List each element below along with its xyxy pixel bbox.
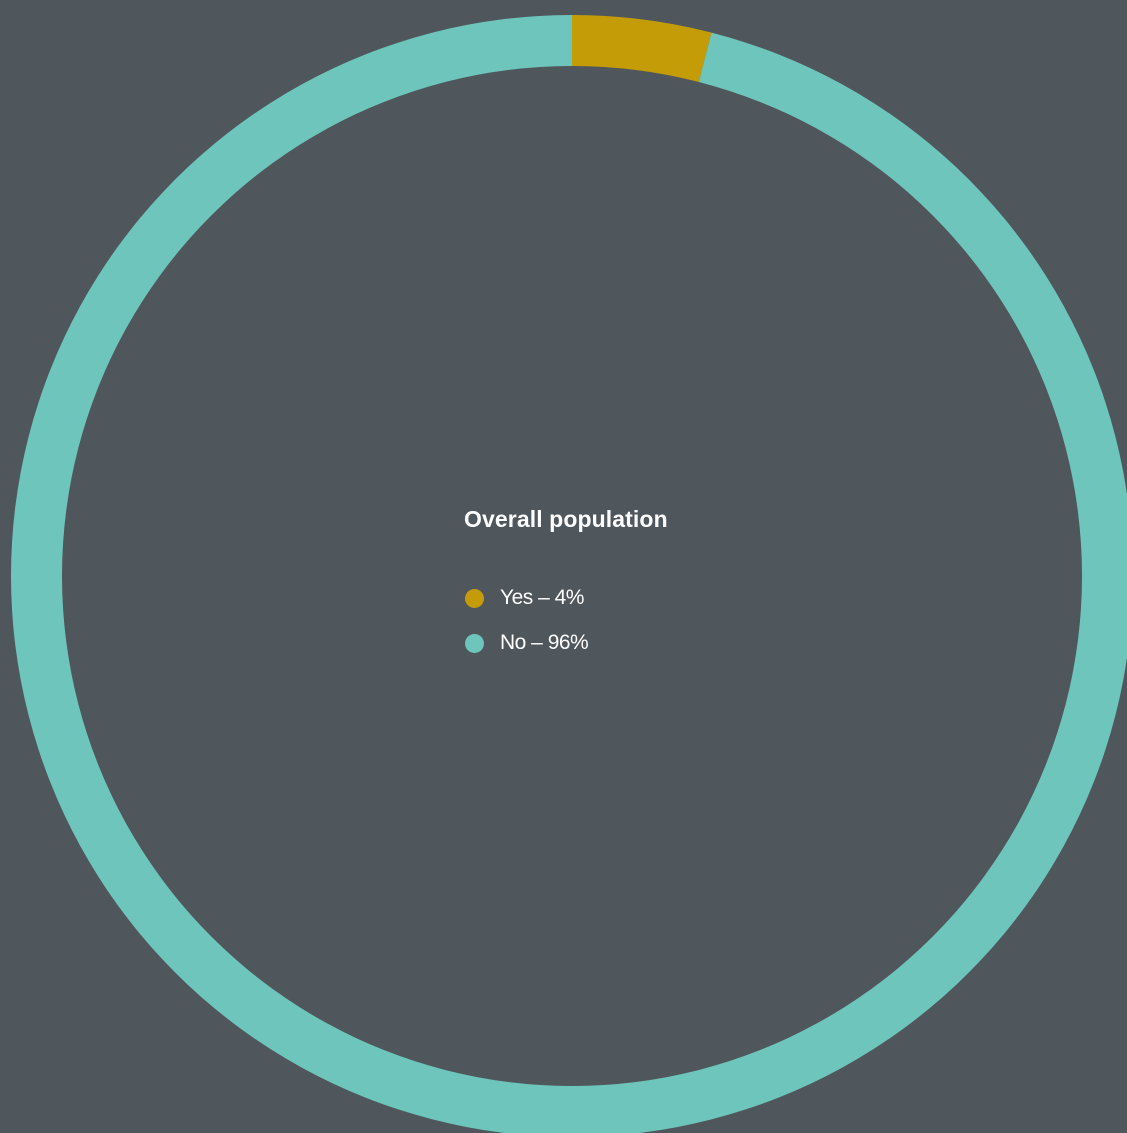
chart-center-block: Overall population Yes – 4% No – 96%	[464, 506, 764, 677]
legend-item-yes: Yes – 4%	[464, 586, 764, 609]
donut-slice-yes	[572, 15, 712, 83]
chart-title: Overall population	[464, 506, 668, 532]
legend: Yes – 4% No – 96%	[464, 586, 764, 654]
legend-label-no: No – 96%	[500, 631, 589, 654]
legend-swatch-yes	[465, 588, 484, 608]
legend-swatch-no	[465, 633, 484, 653]
legend-label-yes: Yes – 4%	[500, 586, 584, 609]
legend-item-no: No – 96%	[464, 631, 764, 654]
